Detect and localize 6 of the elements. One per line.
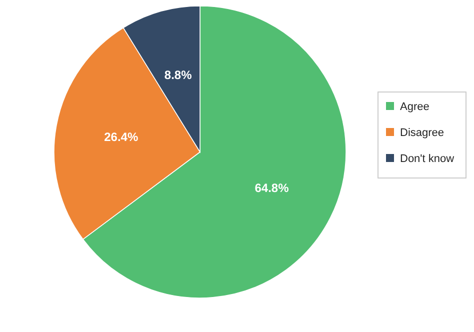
data-label: 64.8% — [254, 181, 290, 196]
data-label: 26.4% — [104, 130, 138, 144]
legend-label: Disagree — [400, 127, 444, 139]
legend-label: Don't know — [400, 153, 454, 165]
data-label: 8.8% — [164, 68, 192, 82]
legend-label: Agree — [400, 101, 430, 113]
